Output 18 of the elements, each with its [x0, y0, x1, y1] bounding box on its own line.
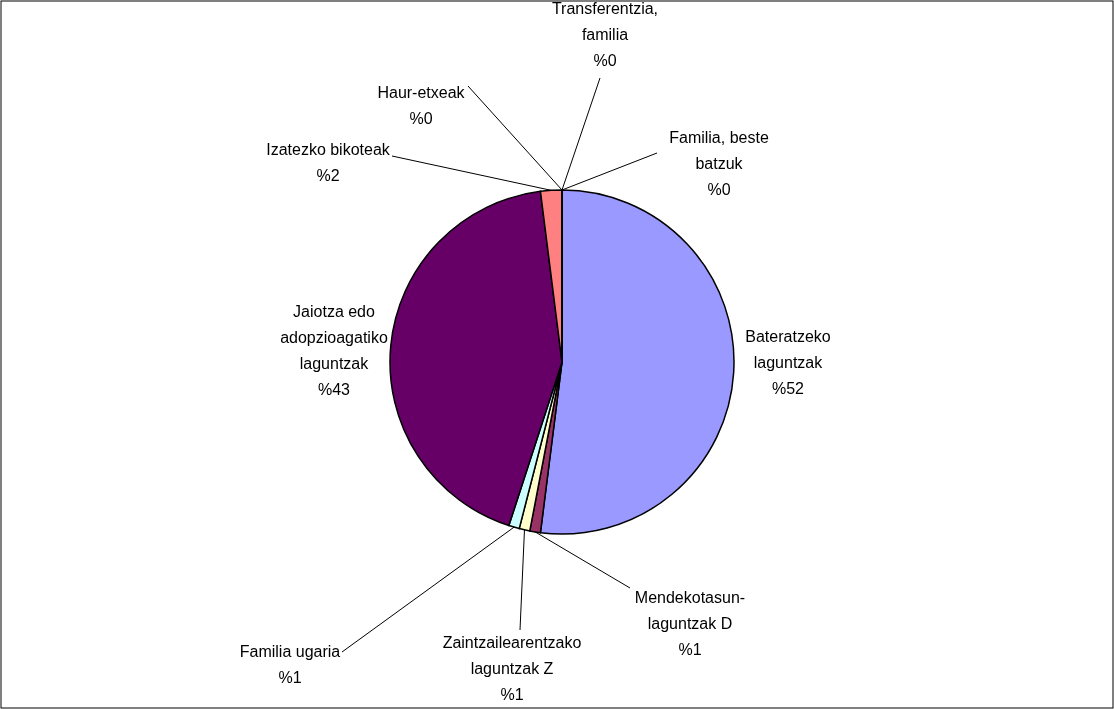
slice-label: Bateratzeko laguntzak — [745, 328, 831, 371]
category-label: Familia, beste batzuk — [669, 129, 769, 172]
data-label: %1 — [500, 686, 524, 703]
data-label: %1 — [678, 641, 702, 658]
text: %0 — [593, 52, 617, 69]
text: %0 — [409, 110, 433, 127]
text: %0 — [707, 181, 731, 198]
category-label: Transferentzia, familia — [551, 0, 659, 43]
slice-label: Familia ugaria — [239, 643, 341, 660]
data-label: %1 — [278, 669, 302, 686]
data-label: %2 — [316, 167, 340, 184]
data-label: %52 — [771, 380, 805, 397]
slice-label: Mendekotasun-laguntzak D — [634, 589, 746, 632]
data-label: %43 — [317, 381, 351, 398]
category-label: Haur-etxeak — [377, 84, 465, 101]
slice-label: Izatezko bikoteak — [266, 141, 391, 158]
slice-label: Jaiotza edo adopzioagatiko laguntzak — [280, 303, 388, 372]
slice-label: Zaintzailearentzako laguntzak Z — [442, 634, 582, 677]
